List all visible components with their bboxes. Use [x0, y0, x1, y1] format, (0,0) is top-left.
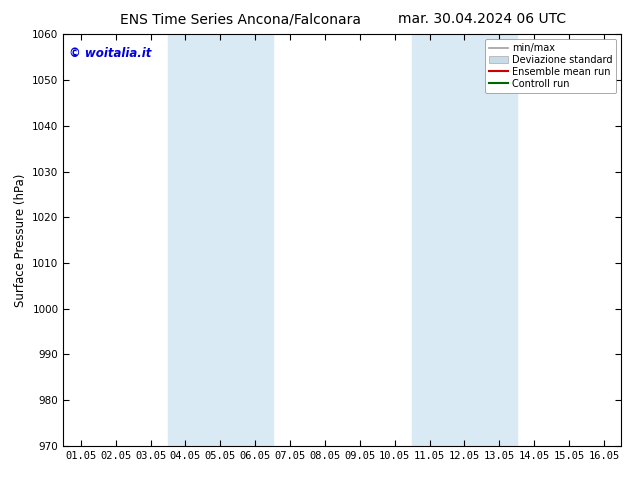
- Text: ENS Time Series Ancona/Falconara: ENS Time Series Ancona/Falconara: [120, 12, 361, 26]
- Text: mar. 30.04.2024 06 UTC: mar. 30.04.2024 06 UTC: [398, 12, 566, 26]
- Y-axis label: Surface Pressure (hPa): Surface Pressure (hPa): [14, 173, 27, 307]
- Bar: [412, 34, 517, 446]
- Legend: min/max, Deviazione standard, Ensemble mean run, Controll run: min/max, Deviazione standard, Ensemble m…: [485, 39, 616, 93]
- Bar: [168, 34, 273, 446]
- Text: © woitalia.it: © woitalia.it: [69, 47, 152, 60]
